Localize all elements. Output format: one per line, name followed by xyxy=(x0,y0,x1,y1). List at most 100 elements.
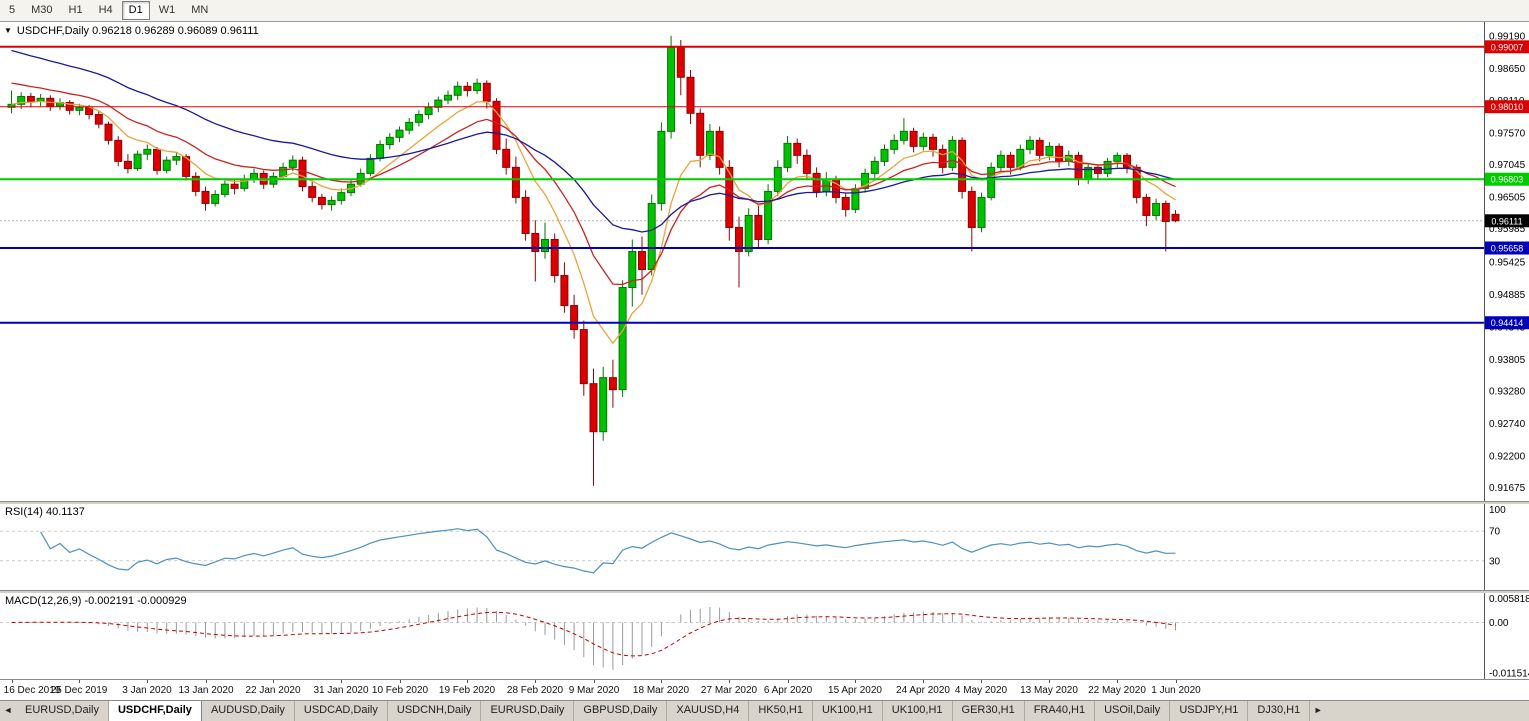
candle-body xyxy=(521,196,530,234)
candle-body xyxy=(1142,196,1151,216)
candle-body xyxy=(511,166,520,198)
candle-body xyxy=(414,114,423,123)
candle-body xyxy=(1016,148,1025,168)
price-chart-canvas: 0.991900.986500.981100.975700.970450.965… xyxy=(0,22,1529,501)
timeframe-button-mn[interactable]: MN xyxy=(191,4,209,16)
candle-body xyxy=(541,238,549,252)
chart-tab-eurusd-daily[interactable]: EURUSD,Daily xyxy=(16,701,109,721)
date-tick xyxy=(206,680,207,683)
rsi-axis-label: 70 xyxy=(1489,527,1501,538)
candle-body xyxy=(725,166,734,228)
candle-body xyxy=(114,139,123,162)
candle-body xyxy=(434,99,443,108)
timeframe-button-w1[interactable]: W1 xyxy=(158,4,176,16)
current-price-tag-text: 0.96111 xyxy=(1491,216,1522,226)
candle-body xyxy=(395,129,404,138)
timeframe-button-m30[interactable]: M30 xyxy=(31,4,53,16)
date-tick xyxy=(661,680,662,683)
candle-body xyxy=(1123,154,1131,168)
candle-body xyxy=(851,187,860,210)
chart-tab-uk100-h1[interactable]: UK100,H1 xyxy=(882,701,953,721)
candle-body xyxy=(220,183,229,195)
timeframe-button-h1[interactable]: H1 xyxy=(68,4,83,16)
candle-body xyxy=(599,377,608,433)
candle-body xyxy=(783,142,792,168)
chart-tab-dj30-h1[interactable]: DJ30,H1 xyxy=(1248,701,1311,721)
candle-body xyxy=(735,226,743,252)
candle-body xyxy=(628,250,637,289)
candle-body xyxy=(647,202,656,271)
chart-tab-gbpusd-daily[interactable]: GBPUSD,Daily xyxy=(574,701,668,721)
hline-price-tag-text: 0.98010 xyxy=(1491,102,1524,112)
rsi-axis-label: 100 xyxy=(1489,505,1506,516)
chart-tab-audusd-daily[interactable]: AUDUSD,Daily xyxy=(201,701,295,721)
macd-axis-label: -0.011514 xyxy=(1489,669,1529,680)
candle-body xyxy=(696,112,705,156)
price-axis-label: 0.92740 xyxy=(1489,419,1526,430)
candle-body xyxy=(705,130,714,156)
candle-body xyxy=(929,136,937,150)
chart-tab-usdjpy-h1[interactable]: USDJPY,H1 xyxy=(1170,701,1249,721)
chart-tab-eurusd-daily[interactable]: EURUSD,Daily xyxy=(481,701,575,721)
chart-tab-usdchf-daily[interactable]: USDCHF,Daily xyxy=(108,701,202,721)
date-tick xyxy=(729,680,730,683)
candle-body xyxy=(317,196,326,206)
candle-body xyxy=(337,192,346,201)
candle-body xyxy=(618,287,627,391)
price-axis-label: 0.95985 xyxy=(1489,224,1526,235)
candle-body xyxy=(492,100,501,150)
macd-label: MACD(12,26,9) -0.002191 -0.000929 xyxy=(5,595,187,607)
tab-scroll-right-icon[interactable]: ► xyxy=(1313,705,1323,715)
chart-tab-usoil-daily[interactable]: USOil,Daily xyxy=(1095,701,1171,721)
candle-body xyxy=(1113,154,1122,162)
candle-body xyxy=(376,144,385,159)
moving-average-ma-mid xyxy=(11,82,1176,286)
date-axis-label: 1 Jun 2020 xyxy=(1151,685,1201,696)
candle-body xyxy=(1074,154,1083,180)
chart-tab-fra40-h1[interactable]: FRA40,H1 xyxy=(1024,701,1096,721)
date-tick xyxy=(923,680,924,683)
chart-tab-xauusd-h4[interactable]: XAUUSD,H4 xyxy=(667,701,750,721)
chart-tab-usdcnh-daily[interactable]: USDCNH,Daily xyxy=(387,701,482,721)
candle-body xyxy=(1006,154,1015,168)
hline-price-tag-text: 0.99007 xyxy=(1491,42,1524,52)
candle-body xyxy=(861,172,870,189)
timeframe-button-h4[interactable]: H4 xyxy=(98,4,113,16)
candle-body xyxy=(482,82,491,102)
macd-indicator-panel: 0.005818 0.00 -0.011514 MACD(12,26,9) -0.0… xyxy=(0,593,1529,679)
macd-axis-label: 0.005818 xyxy=(1489,594,1529,605)
candle-body xyxy=(531,232,540,252)
candle-body xyxy=(977,196,986,228)
panel-splitter[interactable] xyxy=(0,501,1529,504)
panel-splitter[interactable] xyxy=(0,590,1529,593)
date-tick xyxy=(535,680,536,683)
chart-tab-hk50-h1[interactable]: HK50,H1 xyxy=(749,701,813,721)
candle-body xyxy=(608,377,617,391)
candle-body xyxy=(453,85,462,96)
date-axis-label: 25 Dec 2019 xyxy=(50,685,108,696)
date-tick xyxy=(855,680,856,683)
date-tick xyxy=(12,680,13,683)
candle-body xyxy=(793,142,802,156)
tab-scroll-left-icon[interactable]: ◄ xyxy=(3,705,13,715)
hline-price-tag xyxy=(1485,316,1529,330)
candle-body xyxy=(104,123,113,141)
candle-body xyxy=(405,121,414,131)
price-axis-label: 0.95425 xyxy=(1489,258,1526,269)
chart-tab-usdcad-daily[interactable]: USDCAD,Daily xyxy=(294,701,388,721)
price-axis-label: 0.98650 xyxy=(1489,64,1526,75)
price-axis-label: 0.97570 xyxy=(1489,129,1526,140)
hline-price-tag xyxy=(1485,40,1529,54)
candle-body xyxy=(182,156,191,177)
date-axis-label: 3 Jan 2020 xyxy=(122,685,172,696)
date-tick xyxy=(981,680,982,683)
candle-body xyxy=(589,383,598,433)
timeframe-button-5[interactable]: 5 xyxy=(9,4,16,16)
chart-tab-ger30-h1[interactable]: GER30,H1 xyxy=(952,701,1025,721)
chart-tab-uk100-h1[interactable]: UK100,H1 xyxy=(812,701,883,721)
date-axis-label: 18 Mar 2020 xyxy=(632,685,690,696)
timeframe-button-d1[interactable]: D1 xyxy=(121,1,150,20)
symbol-dropdown-icon[interactable]: ▼ xyxy=(4,26,12,35)
candle-body xyxy=(288,159,297,168)
